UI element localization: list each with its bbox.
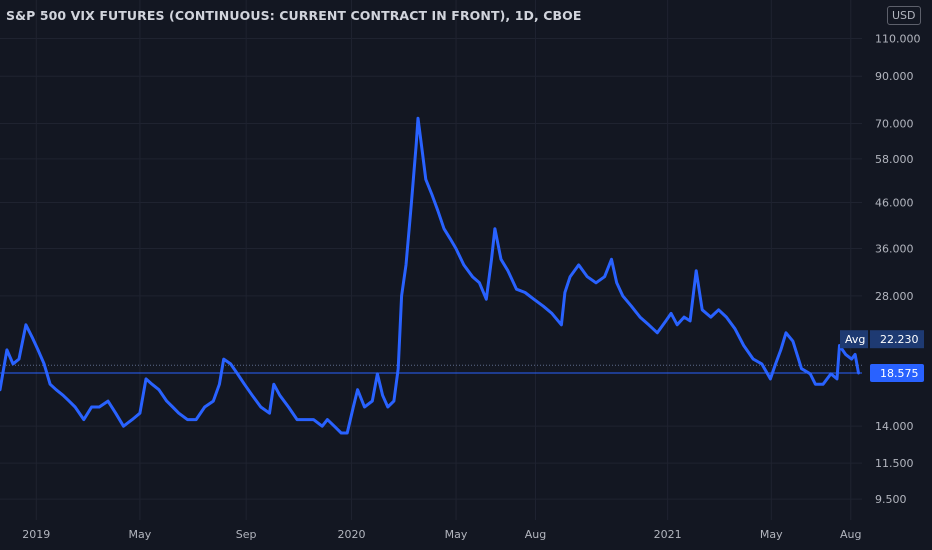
currency-button[interactable]: USD (887, 6, 921, 25)
x-tick-label: May (760, 528, 783, 541)
last-value-label: 18.575 (870, 363, 924, 382)
average-label: Avg 22.230 (840, 330, 924, 349)
x-axis: 2019 May Sep 2020 May Aug 2021 May Aug (22, 528, 861, 541)
vix-series-line (0, 116, 860, 435)
y-tick-label: 90.000 (875, 70, 914, 83)
x-tick-label: 2021 (654, 528, 682, 541)
average-value-text: 22.230 (880, 333, 919, 346)
y-tick-label: 28.000 (875, 290, 914, 303)
average-value-tag (870, 330, 924, 349)
x-tick-label: 2020 (338, 528, 366, 541)
grid-layer (0, 0, 862, 520)
x-tick-label: Aug (840, 528, 861, 541)
last-value-tag (870, 363, 924, 382)
y-tick-label: 110.000 (875, 33, 921, 46)
y-tick-label: 58.000 (875, 153, 914, 166)
reference-lines (0, 364, 862, 374)
y-tick-label: 14.000 (875, 420, 914, 433)
average-label-text: Avg (845, 333, 865, 346)
y-tick-label: 11.500 (875, 457, 914, 470)
x-tick-label: Sep (236, 528, 257, 541)
x-tick-label: May (445, 528, 468, 541)
y-tick-label: 46.000 (875, 196, 914, 209)
y-axis: 9.500 11.500 14.000 28.000 36.000 46.000 58.00… (875, 33, 921, 507)
average-label-tag (840, 330, 868, 349)
x-tick-label: 2019 (22, 528, 50, 541)
series-layer (0, 116, 860, 435)
x-tick-label: Aug (525, 528, 546, 541)
y-tick-label: 36.000 (875, 243, 914, 256)
chart-title: S&P 500 VIX FUTURES (CONTINUOUS: CURRENT… (6, 8, 582, 23)
last-value-text: 18.575 (880, 367, 919, 380)
y-tick-label: 9.500 (875, 493, 907, 506)
x-tick-label: May (129, 528, 152, 541)
price-labels: Avg 22.230 18.575 (840, 330, 924, 382)
y-tick-label: 70.000 (875, 118, 914, 131)
